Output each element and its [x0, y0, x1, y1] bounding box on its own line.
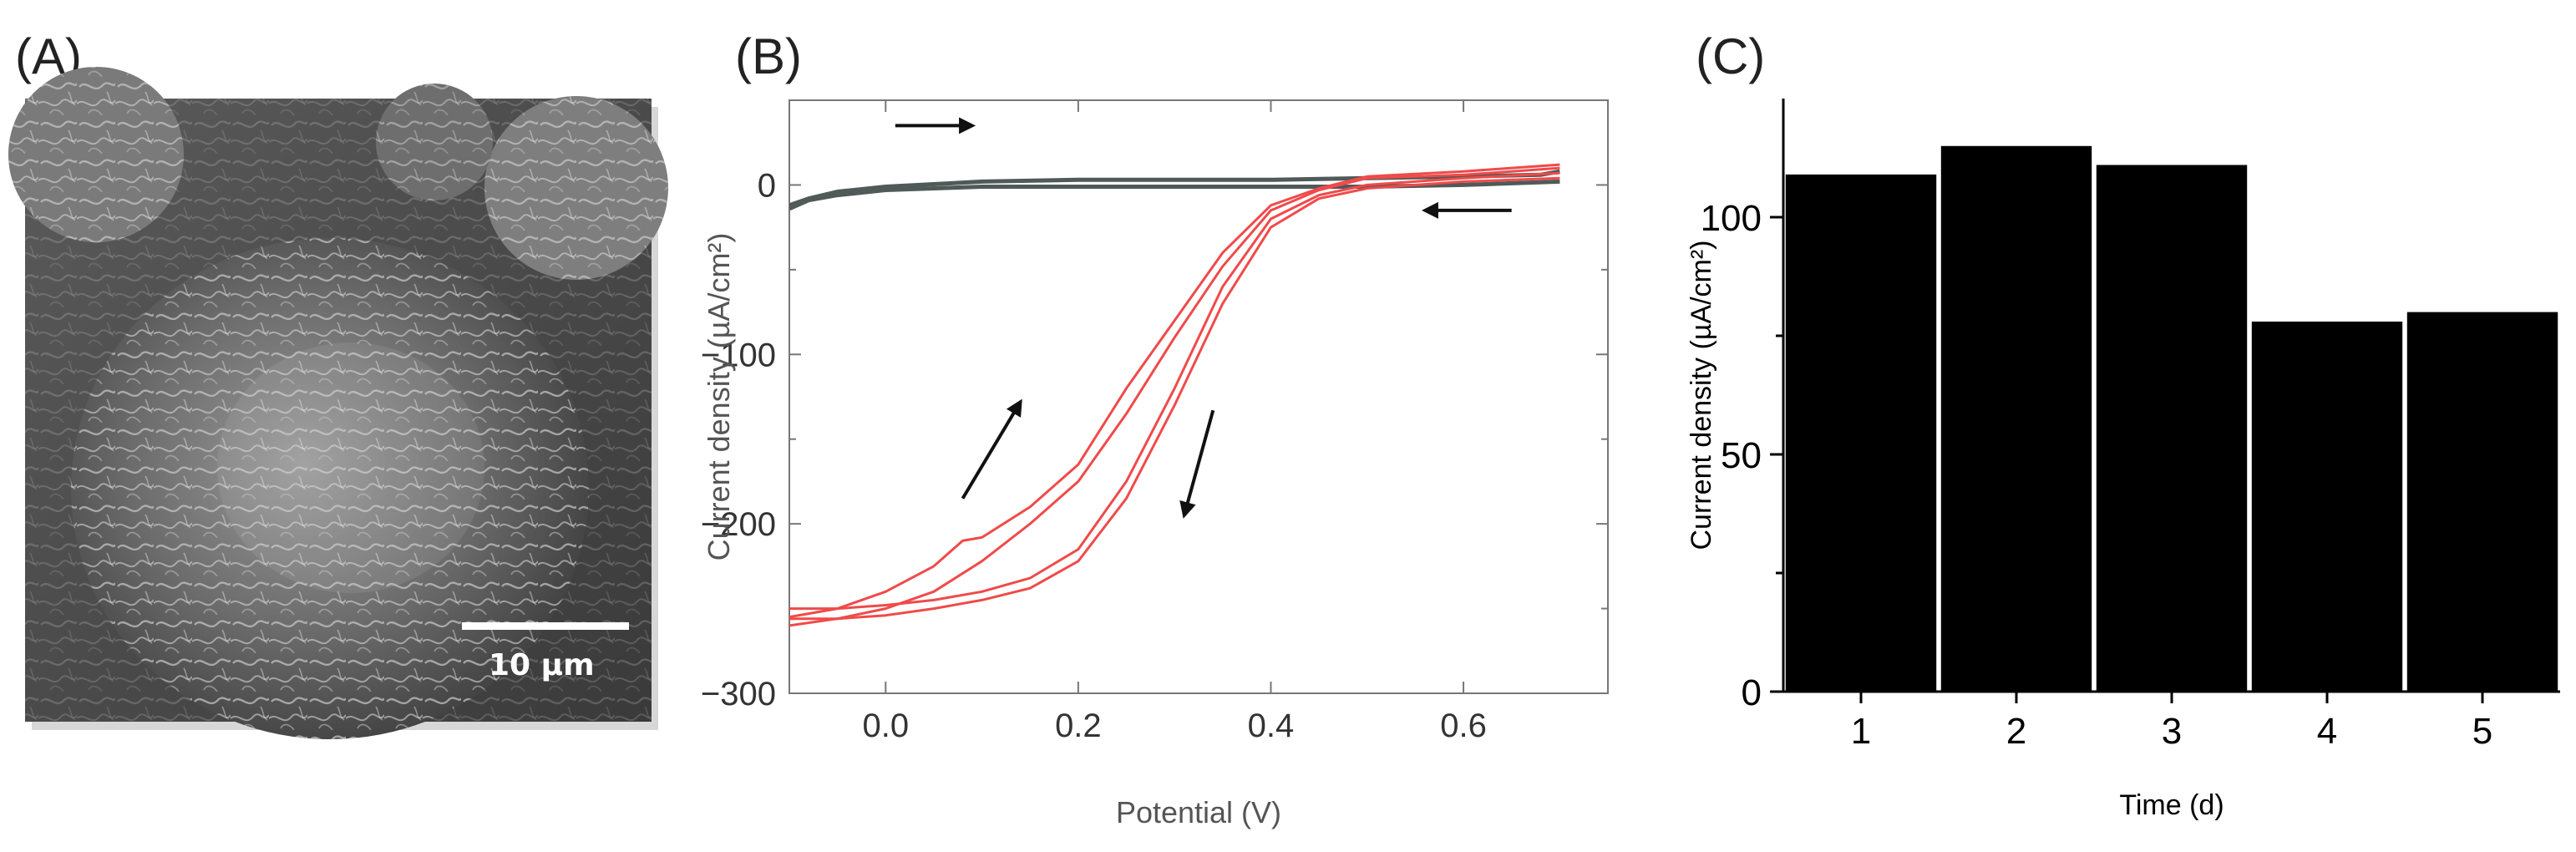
- y-tick-label: 50: [1721, 435, 1762, 476]
- series-group: [789, 163, 1560, 627]
- scale-bar: [462, 622, 629, 630]
- panel-b-label: (B): [735, 28, 802, 84]
- series-line-5: [789, 166, 1560, 627]
- bar-1: [1785, 174, 1937, 692]
- y-tick-label: 0: [758, 167, 776, 204]
- x-tick-label: 0.4: [1248, 707, 1295, 744]
- series-line-6: [789, 176, 1560, 621]
- bar-3: [2096, 165, 2248, 692]
- series-line-3: [789, 163, 1560, 619]
- x-tick-label: 3: [2162, 711, 2182, 752]
- plot-frame: [789, 99, 1609, 694]
- y-tick-label: 100: [1701, 198, 1762, 239]
- x-tick-label: 0.6: [1440, 707, 1487, 744]
- x-tick-label: 4: [2317, 711, 2337, 752]
- bar-4: [2251, 322, 2403, 692]
- x-axis-label: Time (d): [2119, 789, 2224, 821]
- bar-5: [2406, 312, 2558, 692]
- bar-2: [1940, 145, 2092, 692]
- y-tick-label: −100: [701, 337, 776, 373]
- sem-micrograph: 10 µm: [8, 67, 668, 739]
- x-tick-label: 2: [2006, 711, 2026, 752]
- x-tick-label: 0.0: [862, 707, 909, 744]
- x-tick-label: 5: [2472, 711, 2492, 752]
- cv-chart: 0.0 0.2 0.4 0.6 0 −100 −200 −300 Potential (V) Cu…: [701, 99, 1609, 829]
- scale-bar-label: 10 µm: [489, 648, 595, 682]
- arrow-lower-rising: [961, 398, 1022, 500]
- x-tick-label: 0.2: [1055, 707, 1102, 744]
- y-tick-label: −200: [701, 506, 776, 543]
- panel-c-label: (C): [1696, 28, 1765, 84]
- y-tick-label: −300: [701, 676, 776, 713]
- series-line-4: [789, 171, 1560, 611]
- y-tick-label: 0: [1742, 672, 1762, 713]
- x-axis-label: Potential (V): [1116, 795, 1281, 829]
- y-axis-label: Current density (µA/cm²): [1686, 241, 1717, 550]
- x-tick-label: 1: [1851, 711, 1871, 752]
- y-axis-label: Current density (µA/cm²): [702, 233, 736, 561]
- arrow-lower-falling: [1179, 409, 1215, 519]
- series-line-1: [789, 169, 1560, 208]
